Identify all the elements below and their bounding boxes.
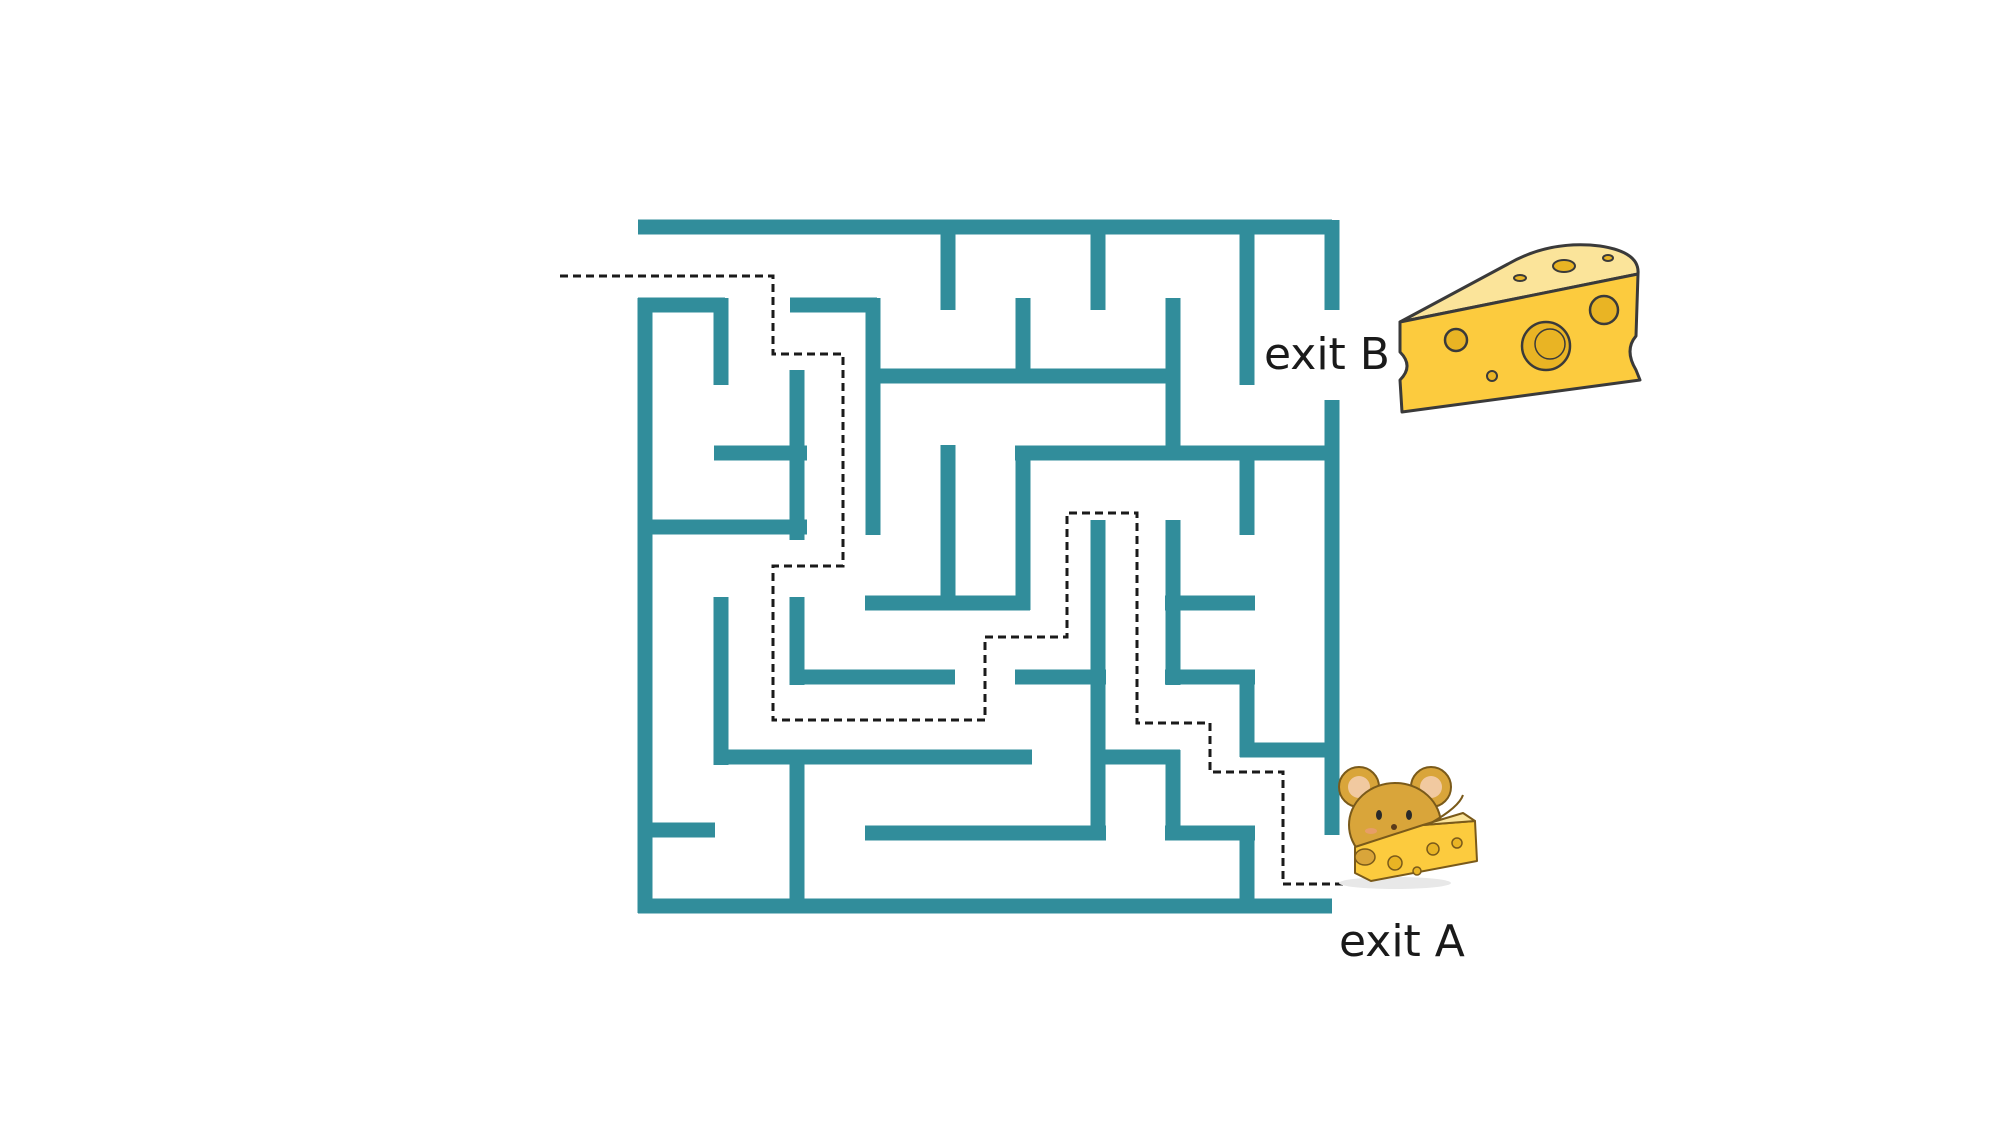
solution-path — [560, 274, 1350, 886]
mouse-with-cheese-icon — [1338, 766, 1478, 889]
maze-walls — [637, 219, 1340, 914]
exit-b-label: exit B — [1264, 329, 1390, 380]
cheese-wedge-icon — [1398, 243, 1642, 414]
exit-a-label: exit A — [1339, 916, 1465, 967]
